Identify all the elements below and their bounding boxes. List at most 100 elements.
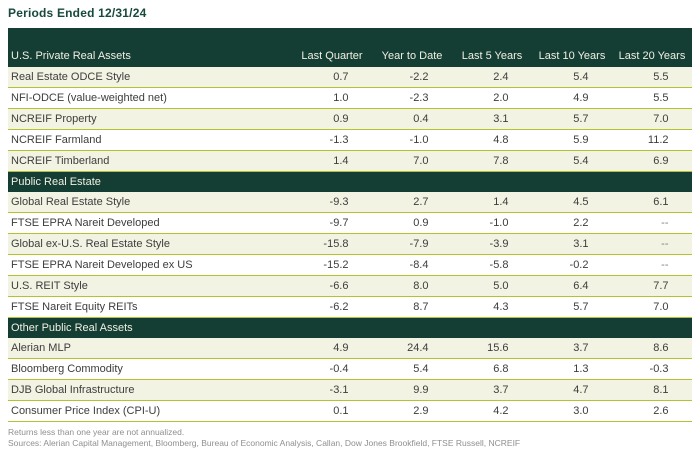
column-header: Last 5 Years: [461, 50, 523, 62]
value: 8.7: [413, 301, 429, 313]
row-label: FTSE EPRA Nareit Developed: [11, 217, 160, 229]
returns-table: U.S. Private Real Assets Last Quarter Yea…: [8, 28, 692, 422]
value: 4.7: [573, 384, 589, 396]
value: -5.8: [489, 259, 509, 271]
value-cell: 4.5: [532, 196, 612, 208]
value-cell: 5.7: [532, 301, 612, 313]
value-cell: 6.9: [612, 155, 692, 167]
column-header: Last 20 Years: [618, 50, 686, 62]
value: 6.8: [493, 363, 509, 375]
value: 5.7: [573, 113, 589, 125]
value-cell: -9.3: [292, 196, 372, 208]
value-cell: 7.0: [372, 155, 452, 167]
table-row: Global ex-U.S. Real Estate Style -15.8 -7.…: [8, 234, 692, 255]
value: 4.9: [573, 92, 589, 104]
row-label: FTSE Nareit Equity REITs: [11, 301, 138, 313]
value-cell: 4.8: [452, 134, 532, 146]
row-label: NCREIF Timberland: [11, 155, 110, 167]
value-cell: -5.8: [452, 259, 532, 271]
value: 4.3: [493, 301, 509, 313]
row-label: Global Real Estate Style: [11, 196, 131, 208]
table-row: FTSE EPRA Nareit Developed -9.7 0.9 -1.0 2.2…: [8, 213, 692, 234]
value-cell: 6.8: [452, 363, 532, 375]
value-cell: -0.3: [612, 363, 692, 375]
value: -15.2: [323, 259, 349, 271]
row-label: DJB Global Infrastructure: [11, 384, 135, 396]
value-missing: --: [661, 259, 669, 271]
value: 2.7: [413, 196, 429, 208]
value-cell: -7.9: [372, 238, 452, 250]
value: 5.4: [573, 155, 589, 167]
value: 0.9: [413, 217, 429, 229]
column-header: Last Quarter: [301, 50, 363, 62]
value-cell: 1.0: [292, 92, 372, 104]
value-missing: --: [661, 217, 669, 229]
footnotes: Returns less than one year are not annua…: [8, 427, 692, 449]
table-header-band: U.S. Private Real Assets Last Quarter Yea…: [8, 28, 692, 67]
value-cell: 15.6: [452, 342, 532, 354]
value-cell: 0.7: [292, 71, 372, 83]
value: 5.0: [493, 280, 509, 292]
table-row: Global Real Estate Style -9.3 2.7 1.4 4.5 6.1: [8, 192, 692, 213]
value: 4.9: [333, 342, 349, 354]
value-cell: 1.4: [292, 155, 372, 167]
value: 3.7: [573, 342, 589, 354]
value-cell: -0.4: [292, 363, 372, 375]
value-cell: 5.4: [532, 155, 612, 167]
value-cell: 9.9: [372, 384, 452, 396]
value-cell: 0.1: [292, 405, 372, 417]
footnote-annualized: Returns less than one year are not annua…: [8, 427, 185, 437]
value: 9.9: [413, 384, 429, 396]
value: 3.1: [493, 113, 509, 125]
value-cell: 24.4: [372, 342, 452, 354]
value: 8.0: [413, 280, 429, 292]
section-header-band: Other Public Real Assets: [8, 318, 692, 338]
value-cell: 5.5: [612, 92, 692, 104]
value-cell: 3.1: [452, 113, 532, 125]
value-cell: 5.0: [452, 280, 532, 292]
value-cell: --: [612, 259, 692, 271]
value-cell: -6.2: [292, 301, 372, 313]
value-cell: 7.0: [612, 301, 692, 313]
value: 1.4: [333, 155, 349, 167]
value-cell: 4.3: [452, 301, 532, 313]
value: -2.2: [409, 71, 429, 83]
value-cell: 4.9: [292, 342, 372, 354]
row-label: NCREIF Farmland: [11, 134, 102, 146]
value-cell: -9.7: [292, 217, 372, 229]
value-cell: 7.8: [452, 155, 532, 167]
value-cell: -1.0: [452, 217, 532, 229]
row-label: Consumer Price Index (CPI-U): [11, 405, 161, 417]
table-row: Alerian MLP 4.9 24.4 15.6 3.7 8.6: [8, 338, 692, 359]
value: -2.3: [409, 92, 429, 104]
row-label: Bloomberg Commodity: [11, 363, 123, 375]
column-header: Year to Date: [381, 50, 443, 62]
row-label: NCREIF Property: [11, 113, 97, 125]
value: 7.0: [653, 113, 669, 125]
value-cell: -6.6: [292, 280, 372, 292]
value-cell: 4.2: [452, 405, 532, 417]
value: -1.0: [489, 217, 509, 229]
value-cell: 1.4: [452, 196, 532, 208]
value: 7.8: [493, 155, 509, 167]
value: -9.3: [329, 196, 349, 208]
table-body: Real Estate ODCE Style 0.7 -2.2 2.4 5.4 5.5 NF…: [8, 67, 692, 422]
table-row: Consumer Price Index (CPI-U) 0.1 2.9 4.2 3.0…: [8, 401, 692, 422]
value: 4.8: [493, 134, 509, 146]
value-missing: --: [661, 238, 669, 250]
value-cell: -2.2: [372, 71, 452, 83]
value-cell: -8.4: [372, 259, 452, 271]
value-cell: 5.9: [532, 134, 612, 146]
table-row: Real Estate ODCE Style 0.7 -2.2 2.4 5.4 5.5: [8, 67, 692, 88]
value-cell: 7.7: [612, 280, 692, 292]
value-cell: -2.3: [372, 92, 452, 104]
value-cell: 3.7: [452, 384, 532, 396]
value-cell: 11.2: [612, 134, 692, 146]
value: -6.6: [329, 280, 349, 292]
value: -15.8: [323, 238, 349, 250]
section-header-us-private-real-assets: U.S. Private Real Assets: [11, 50, 131, 62]
value-cell: -1.3: [292, 134, 372, 146]
value: 1.3: [573, 363, 589, 375]
value-cell: -15.2: [292, 259, 372, 271]
value-cell: 4.7: [532, 384, 612, 396]
